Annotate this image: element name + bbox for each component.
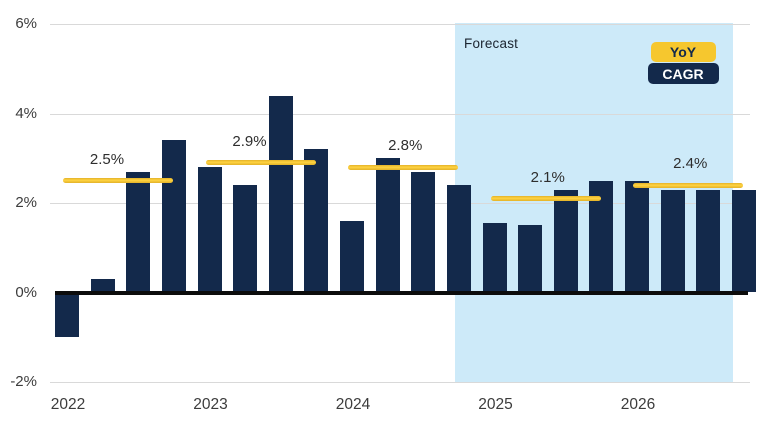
legend-item-cagr: CAGR <box>647 63 719 84</box>
bar-2023-q1 <box>197 167 222 293</box>
cagr-label-2026: 2.4% <box>673 155 708 173</box>
cagr-line-2022 <box>63 178 173 184</box>
cagr-line-2025 <box>490 196 601 201</box>
chart-legend: YoY CAGR <box>647 42 719 84</box>
bar-2023-q4 <box>304 149 329 293</box>
legend-item-yoy: YoY <box>650 42 716 62</box>
bar-2026-q1 <box>625 180 649 293</box>
cagr-label-2024: 2.8% <box>388 137 423 155</box>
y-tick-label: 6% <box>15 15 37 32</box>
forecast-label: Forecast <box>464 36 519 51</box>
bar-2024-q1 <box>340 220 364 293</box>
cagr-line-2023 <box>205 160 316 166</box>
bar-2024-q3 <box>411 171 436 293</box>
bar-2023-q2 <box>233 185 258 293</box>
cagr-label-2022: 2.5% <box>89 150 125 168</box>
bar-2026-q2 <box>660 189 685 293</box>
bar-2022-q3 <box>126 171 151 293</box>
x-tick-label-2025: 2025 <box>478 396 513 413</box>
bar-2022-q4 <box>161 140 186 293</box>
cagr-line-2026 <box>633 182 743 188</box>
bar-2026-q3 <box>696 189 721 293</box>
bar-2026-q4 <box>731 189 756 293</box>
x-tick-label-2024: 2024 <box>335 396 371 413</box>
cagr-label-2025: 2.1% <box>530 168 565 186</box>
y-tick-label: -2% <box>10 373 37 390</box>
bar-2023-q3 <box>268 95 293 293</box>
gridline-6 <box>50 24 750 25</box>
bar-2025-q3 <box>553 189 578 293</box>
y-tick-label: 0% <box>15 283 37 301</box>
gridline-4 <box>50 113 750 115</box>
cagr-label-2023: 2.9% <box>232 132 267 150</box>
gridline-2 <box>50 203 750 204</box>
bar-2025-q1 <box>482 223 507 293</box>
x-tick-label-2023: 2023 <box>193 396 228 413</box>
bar-2022-q2 <box>90 279 115 293</box>
bar-2024-q2 <box>375 158 400 293</box>
x-tick-label-2022: 2022 <box>50 396 86 413</box>
y-tick-label: 4% <box>15 104 37 122</box>
gridline--2 <box>50 382 750 383</box>
cagr-line-2024 <box>348 164 458 170</box>
x-tick-label-2026: 2026 <box>620 396 656 413</box>
y-tick-label: 2% <box>15 194 37 211</box>
bar-2025-q2 <box>518 225 543 293</box>
bar-2022-q1 <box>55 292 79 338</box>
bar-2024-q4 <box>446 185 471 293</box>
zero-axis-line <box>55 291 748 295</box>
